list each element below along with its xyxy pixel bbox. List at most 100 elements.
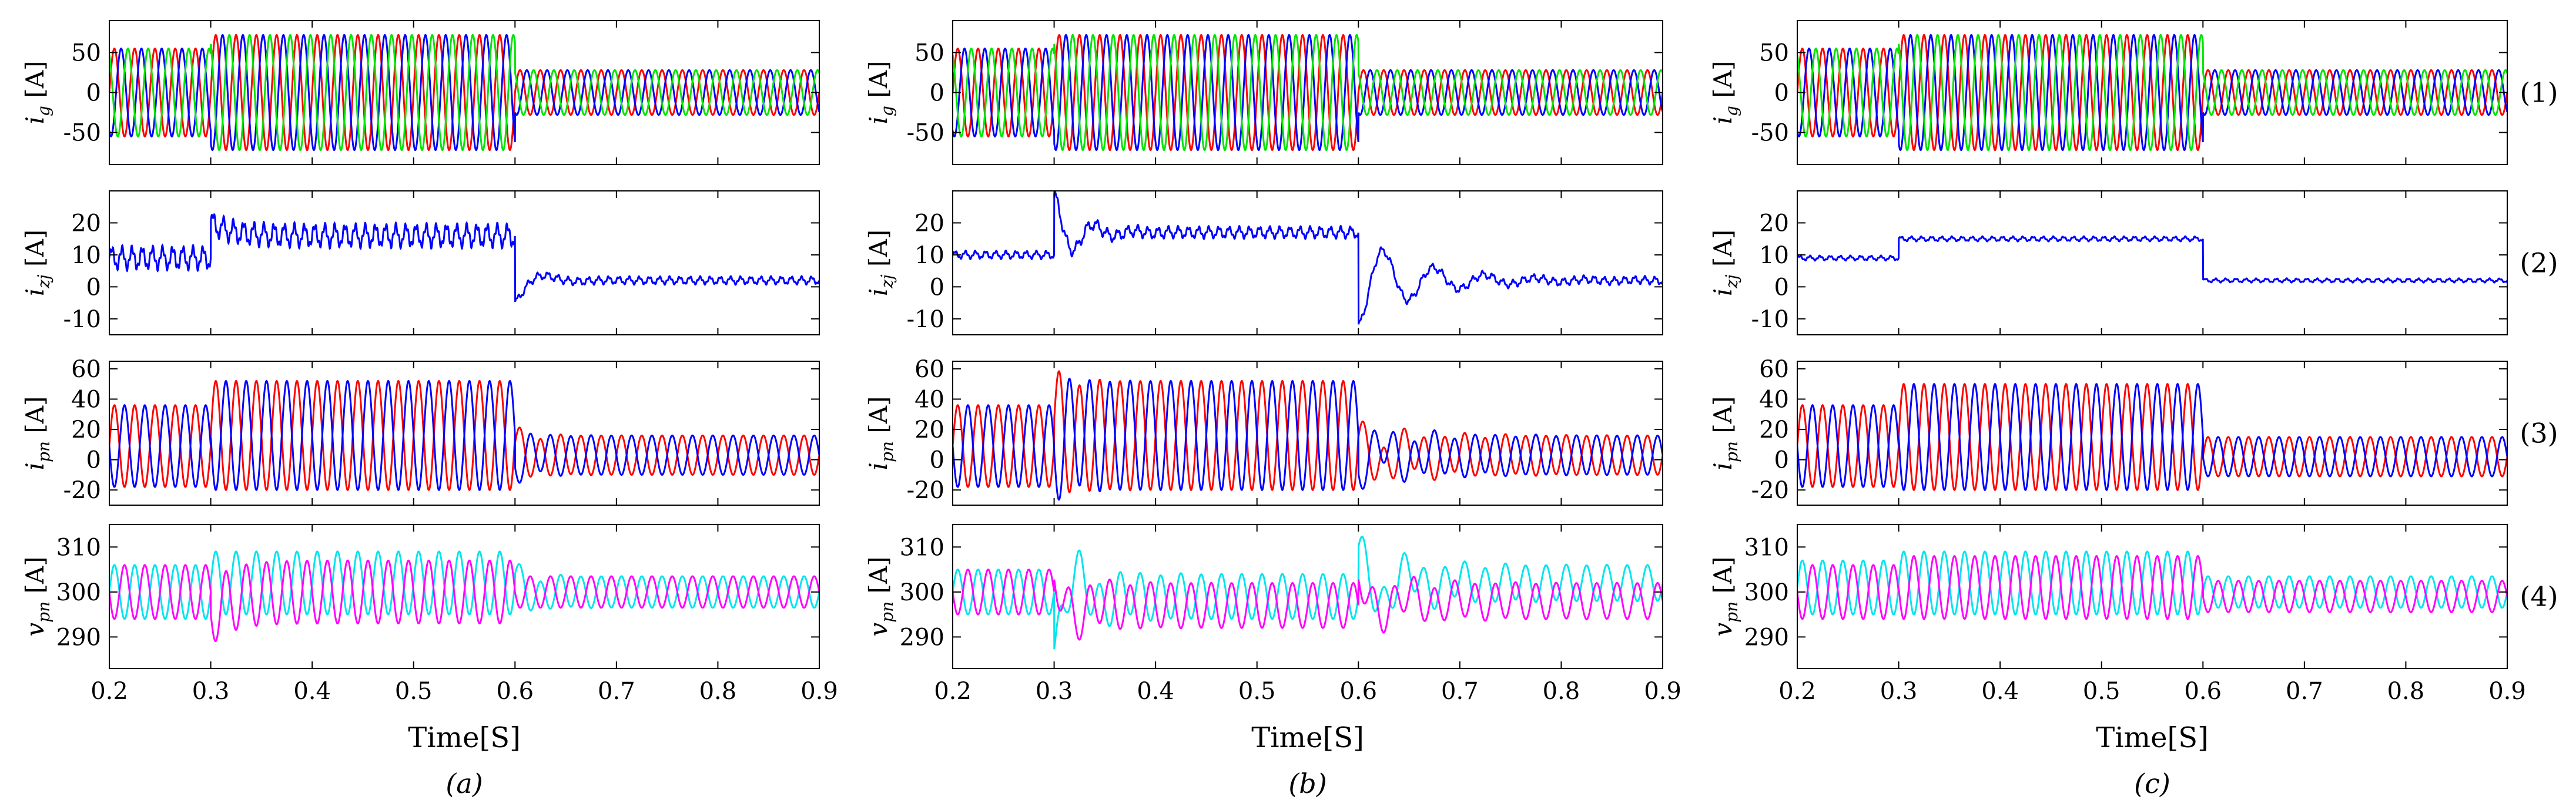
y-tick-label: 10 — [71, 242, 101, 269]
y-tick-label: 50 — [71, 39, 101, 66]
y-tick-label: 20 — [915, 416, 944, 443]
axes-box — [952, 524, 1663, 669]
y-axis-label: ipn [A] — [864, 396, 897, 470]
y-tick-label: 0 — [1774, 447, 1789, 474]
y-tick-label: -20 — [63, 477, 101, 504]
series-line-circulating-current — [109, 213, 819, 303]
series-line-v_n — [1797, 555, 2507, 620]
x-tick-label: 0.5 — [395, 678, 433, 705]
x-tick-label: 0.6 — [2184, 678, 2222, 705]
x-tick-label: 0.7 — [2286, 678, 2323, 705]
y-axis-label: vpn [A] — [1709, 556, 1741, 636]
y-tick-label: -10 — [1751, 306, 1789, 333]
series-line-phase-a — [109, 33, 819, 152]
x-tick-label: 0.4 — [293, 678, 331, 705]
axes-box — [952, 361, 1663, 506]
row-label: (3) — [2520, 418, 2558, 449]
y-tick-label: 60 — [71, 356, 101, 383]
y-tick-label: 0 — [930, 447, 944, 474]
y-axis-label: ig [A] — [864, 61, 897, 125]
y-axis-label: vpn [A] — [21, 556, 53, 636]
y-tick-label: 0 — [86, 80, 101, 107]
y-axis-label: vpn [A] — [864, 556, 897, 636]
y-tick-label: 10 — [915, 242, 944, 269]
y-axis-label: izj [A] — [1709, 230, 1741, 296]
y-axis-label: ig [A] — [1709, 61, 1741, 125]
series-line-phase-b — [1797, 33, 2507, 152]
series-line-v_p — [953, 536, 1663, 650]
y-axis-label: ig [A] — [21, 61, 53, 125]
y-tick-label: 300 — [56, 579, 101, 606]
y-tick-label: 60 — [1759, 356, 1789, 383]
series-line-phase-b — [953, 33, 1663, 152]
series-line-lower-arm — [953, 378, 1663, 501]
x-axis-title: Time[S] — [2096, 721, 2209, 754]
series-line-phase-b — [109, 33, 819, 152]
series-line-phase-c — [1797, 33, 2507, 152]
series-line-phase-c — [953, 33, 1663, 152]
x-tick-label: 0.3 — [1880, 678, 1918, 705]
axes-box — [109, 524, 820, 669]
y-axis-label: ipn [A] — [21, 396, 53, 470]
series-line-lower-arm — [109, 379, 819, 492]
panel-0-row-1: -10 0 10 20 izj [A] — [21, 190, 820, 335]
y-tick-label: 310 — [1744, 534, 1789, 561]
y-tick-label: 20 — [915, 210, 944, 237]
y-tick-label: -50 — [907, 120, 944, 147]
panel-2-row-1: -10 0 10 20 izj [A] — [1709, 190, 2508, 335]
y-tick-label: 50 — [915, 39, 944, 66]
panel-1-row-1: -10 0 10 20 izj [A] — [864, 190, 1663, 335]
row-label: (1) — [2520, 77, 2558, 109]
y-tick-label: 40 — [71, 386, 101, 413]
x-tick-label: 0.7 — [1441, 678, 1479, 705]
series-line-v_p — [109, 550, 819, 620]
y-tick-label: 290 — [56, 624, 101, 651]
axes-box — [109, 361, 820, 506]
x-tick-label: 0.5 — [2083, 678, 2121, 705]
x-tick-label: 0.9 — [1644, 678, 1681, 705]
y-tick-label: -10 — [63, 306, 101, 333]
y-tick-label: -20 — [907, 477, 944, 504]
x-axis-title: Time[S] — [1251, 721, 1364, 754]
axes-box — [1797, 190, 2508, 335]
y-tick-label: 10 — [1759, 242, 1789, 269]
x-tick-label: 0.4 — [1137, 678, 1174, 705]
y-tick-label: 40 — [1759, 386, 1789, 413]
x-tick-label: 0.5 — [1238, 678, 1276, 705]
panel-2-row-2: -20 0 20 40 60 ipn [A] — [1709, 356, 2508, 506]
panel-1-row-0: -50 0 50 ig [A] — [864, 20, 1663, 165]
y-tick-label: 0 — [930, 80, 944, 107]
y-axis-label: ipn [A] — [1709, 396, 1741, 470]
x-tick-label: 0.2 — [934, 678, 972, 705]
axes-box — [952, 190, 1663, 335]
y-tick-label: 60 — [915, 356, 944, 383]
x-tick-label: 0.8 — [2387, 678, 2425, 705]
y-tick-label: 50 — [1759, 39, 1789, 66]
y-tick-label: 0 — [1774, 274, 1789, 301]
series-line-lower-arm — [1797, 382, 2507, 492]
axes-box — [1797, 524, 2508, 669]
x-tick-label: 0.2 — [91, 678, 128, 705]
series-line-phase-c — [109, 33, 819, 152]
y-tick-label: 0 — [1774, 80, 1789, 107]
panel-caption: (c) — [2134, 768, 2170, 799]
y-tick-label: 20 — [71, 210, 101, 237]
axes-box — [1797, 361, 2508, 506]
series-line-phase-a — [1797, 33, 2507, 152]
series-line-v_n — [953, 569, 1663, 641]
y-tick-label: 290 — [900, 624, 944, 651]
y-tick-label: 20 — [71, 416, 101, 443]
x-tick-label: 0.8 — [1543, 678, 1580, 705]
y-tick-label: -10 — [907, 306, 944, 333]
y-tick-label: 290 — [1744, 624, 1789, 651]
y-tick-label: 20 — [1759, 416, 1789, 443]
x-tick-label: 0.8 — [699, 678, 737, 705]
y-axis-label: izj [A] — [21, 230, 53, 296]
x-tick-label: 0.4 — [1981, 678, 2019, 705]
series-line-circulating-current — [1797, 235, 2507, 284]
y-tick-label: 310 — [56, 534, 101, 561]
